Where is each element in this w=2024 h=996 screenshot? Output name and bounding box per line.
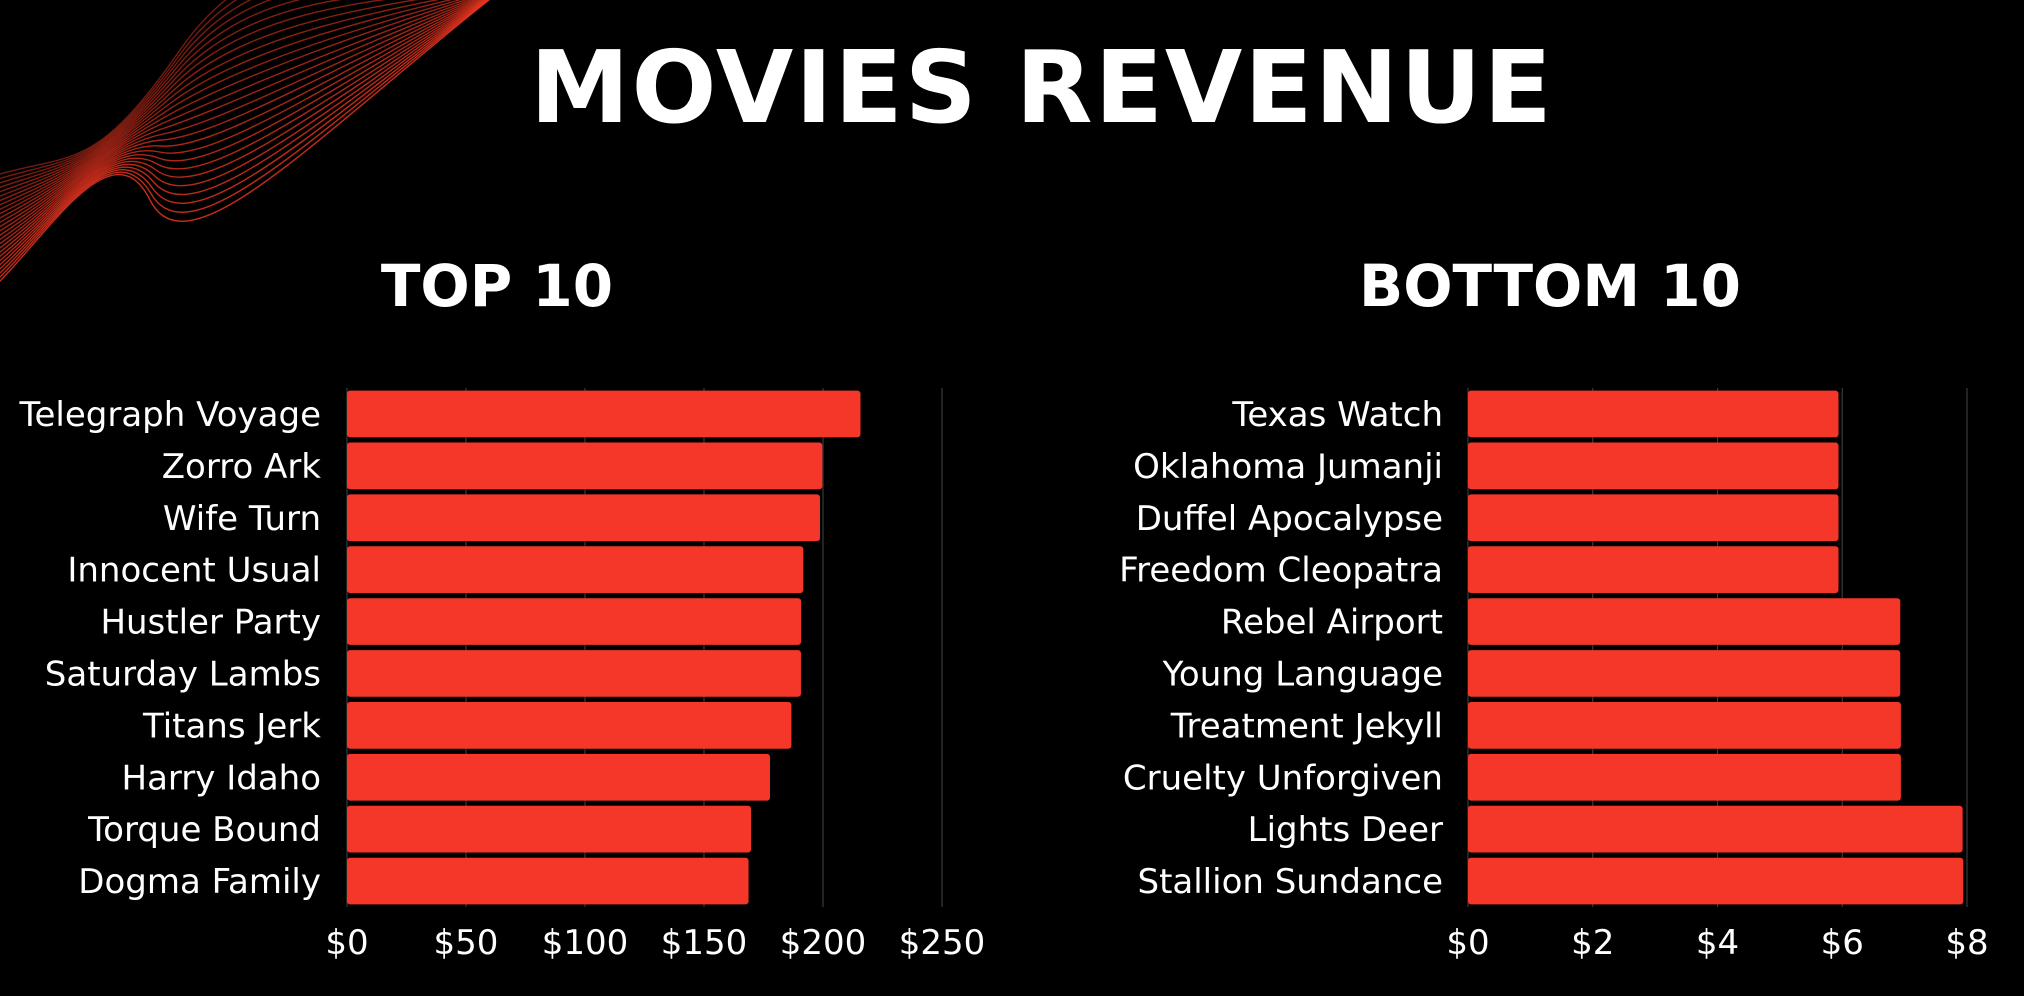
decor-wave-line (0, 0, 473, 228)
category-label: Young Language (1162, 654, 1443, 694)
category-label: Treatment Jekyll (1170, 706, 1443, 746)
category-label: Telegraph Voyage (19, 395, 321, 435)
bar (347, 598, 802, 645)
bar (1468, 701, 1901, 749)
x-tick-label: $200 (780, 923, 867, 963)
bar (1468, 494, 1839, 542)
x-tick-label: $6 (1821, 923, 1864, 963)
bar (347, 701, 792, 749)
decor-wave-line (0, 0, 453, 215)
category-label: Lights Deer (1248, 810, 1443, 850)
decor-wave-line (0, 0, 479, 236)
bar (347, 546, 804, 594)
bar (1468, 390, 1839, 438)
category-label: Duffel Apocalypse (1136, 499, 1443, 539)
category-label: Titans Jerk (142, 706, 321, 746)
category-label: Rebel Airport (1221, 603, 1443, 643)
decor-wave-line (0, 0, 488, 262)
decor-wave-line (0, 0, 468, 224)
decor-wave-line (0, 0, 238, 180)
bar (1468, 442, 1839, 490)
decor-wave-line (0, 0, 483, 245)
page-title: MOVIES REVENUE (530, 29, 1554, 146)
decor-wave-line (0, 0, 490, 283)
bar (347, 442, 823, 490)
x-tick-label: $4 (1696, 923, 1739, 963)
decor-wave-line (0, 0, 440, 210)
bar (347, 753, 770, 801)
bar (1468, 598, 1901, 645)
bar (1468, 857, 1964, 905)
bar (347, 805, 752, 853)
bottom-10-chart-title: BOTTOM 10 (1359, 252, 1741, 320)
decor-wave-line (0, 0, 386, 202)
decor-wave-line (0, 0, 489, 270)
decor-wave-line (0, 0, 301, 193)
x-tick-label: $8 (1945, 923, 1988, 963)
bar (347, 650, 801, 697)
category-label: Torque Bound (87, 810, 321, 850)
category-label: Stallion Sundance (1137, 862, 1443, 902)
category-label: Harry Idaho (122, 758, 321, 798)
top-10-chart-title: TOP 10 (380, 252, 614, 320)
decor-wave-line (0, 0, 490, 274)
category-label: Cruelty Unforgiven (1123, 758, 1443, 798)
decor-wave-line (0, 0, 477, 232)
decor-wave-line (0, 0, 489, 266)
bar (347, 494, 820, 542)
x-tick-label: $0 (325, 923, 368, 963)
category-label: Dogma Family (78, 862, 321, 902)
category-label: Hustler Party (100, 603, 321, 643)
decor-wave-line (0, 0, 227, 175)
bar (1468, 753, 1901, 801)
x-tick-label: $250 (899, 923, 986, 963)
bar (1468, 805, 1963, 853)
category-label: Oklahoma Jumanji (1133, 447, 1443, 487)
category-label: Saturday Lambs (45, 654, 321, 694)
bar (1468, 650, 1901, 697)
decorative-wave-lines (0, 0, 490, 283)
bar (347, 857, 749, 905)
bar (1468, 546, 1839, 594)
x-tick-label: $100 (542, 923, 629, 963)
decor-wave-line (0, 0, 490, 278)
x-tick-label: $150 (661, 923, 748, 963)
decor-wave-line (0, 0, 482, 241)
category-label: Zorro Ark (162, 447, 322, 487)
x-tick-label: $2 (1571, 923, 1614, 963)
decor-wave-line (0, 0, 487, 258)
decor-wave-line (0, 0, 462, 219)
category-label: Wife Turn (163, 499, 321, 539)
decor-wave-line (0, 0, 419, 206)
decor-wave-line (0, 0, 272, 189)
decor-wave-line (0, 0, 486, 253)
decor-wave-line (0, 0, 342, 197)
x-tick-label: $50 (434, 923, 499, 963)
category-label: Freedom Cleopatra (1119, 551, 1443, 591)
bar (347, 390, 861, 438)
decor-wave-line (0, 0, 252, 184)
category-label: Texas Watch (1231, 395, 1443, 435)
category-label: Innocent Usual (67, 551, 321, 591)
x-tick-label: $0 (1446, 923, 1489, 963)
decor-wave-line (0, 0, 485, 249)
